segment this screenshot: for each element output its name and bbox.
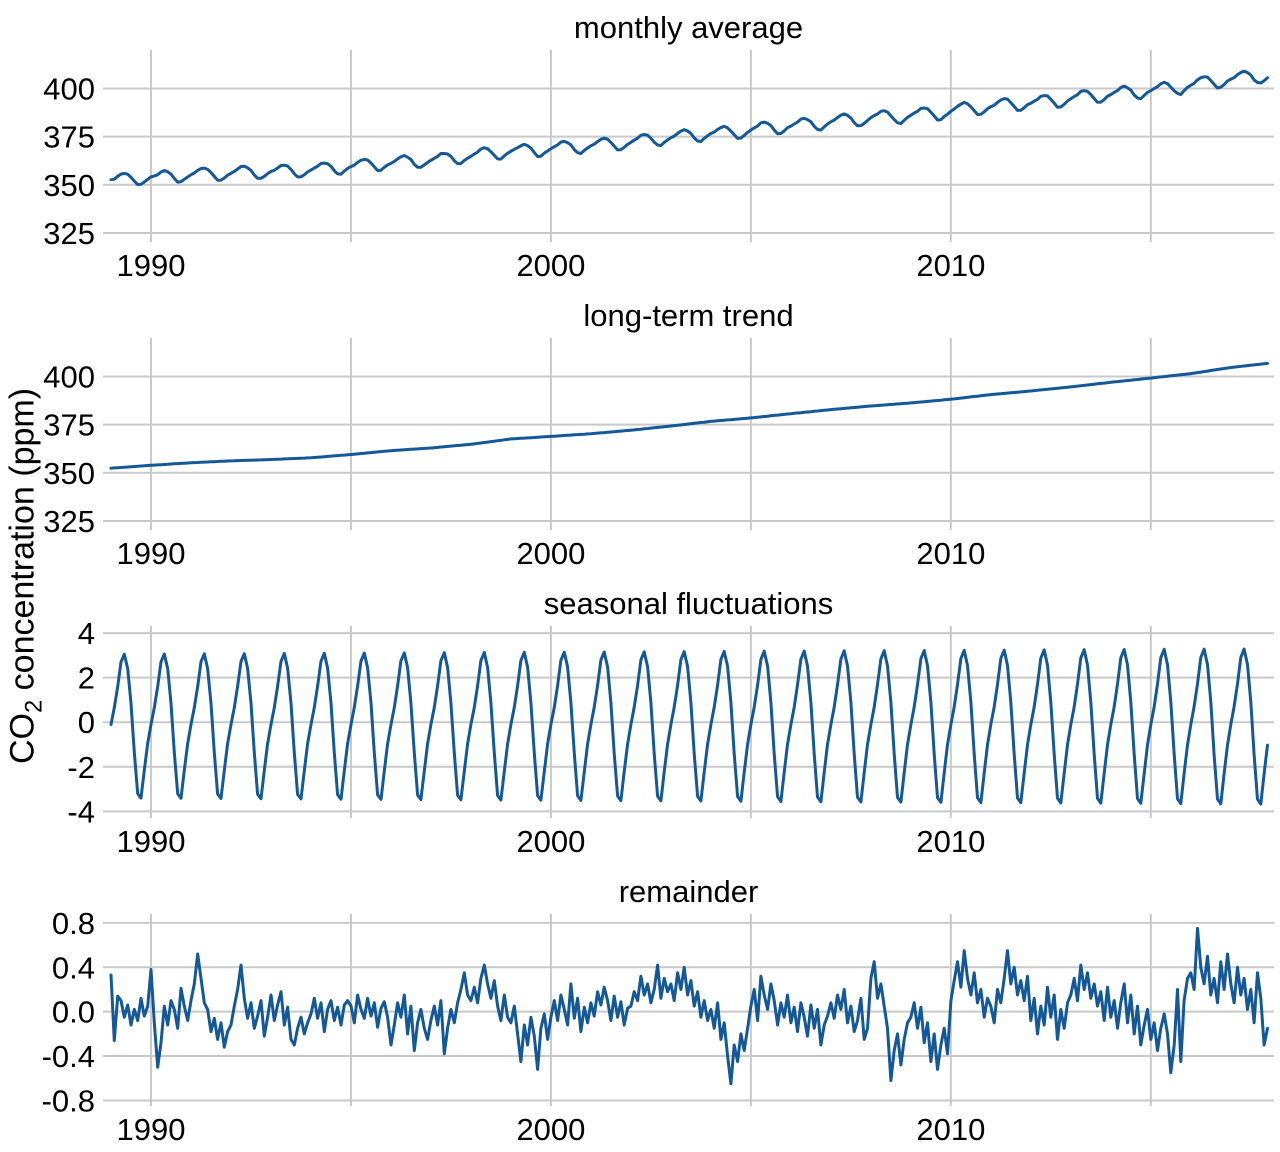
data-line-remainder — [109, 926, 1269, 1086]
x-tick-label: 1990 — [117, 824, 186, 859]
y-tick-label: -0.4 — [42, 1039, 95, 1074]
x-tick-label: 2000 — [516, 536, 585, 571]
x-tick-label: 2010 — [916, 248, 985, 283]
panel-title-seasonal: seasonal fluctuations — [543, 586, 834, 621]
y-tick-label: 375 — [43, 408, 95, 443]
x-tick-label: 2010 — [916, 536, 985, 571]
panel-monthly-average: 325 350 375 400 1990 2000 2010 monthly average — [0, 0, 1280, 288]
panel-plot-seasonal: -4 -2 0 2 4 1990 2000 2010 — [67, 616, 1274, 859]
y-tick-label: 4 — [78, 616, 95, 651]
panel-long-term-trend: 325 350 375 400 1990 2000 2010 long-term trend — [0, 288, 1280, 576]
y-tick-label: 0.0 — [52, 995, 95, 1030]
panel-title-remainder: remainder — [618, 874, 759, 909]
y-tick-label: -0.8 — [42, 1083, 95, 1118]
data-line-monthly — [109, 69, 1269, 187]
x-tick-label: 2000 — [516, 248, 585, 283]
x-tick-label: 2000 — [516, 1112, 585, 1147]
x-tick-label: 1990 — [117, 1112, 186, 1147]
panel-seasonal-fluctuations: -4 -2 0 2 4 1990 2000 2010 seasonal fluctuation… — [0, 576, 1280, 864]
y-tick-label: -4 — [67, 794, 95, 829]
y-tick-label: 375 — [43, 120, 95, 155]
y-tick-label: 0.4 — [52, 950, 95, 985]
y-tick-label: 350 — [43, 168, 95, 203]
x-tick-label: 1990 — [117, 248, 186, 283]
y-tick-label: 325 — [43, 504, 95, 539]
x-tick-label: 2010 — [916, 1112, 985, 1147]
y-tick-label: 2 — [78, 661, 95, 696]
panel-plot-remainder: -0.8 -0.4 0.0 0.4 0.8 1990 2000 2010 — [42, 906, 1274, 1147]
data-line-trend — [109, 361, 1269, 470]
x-tick-label: 2010 — [916, 824, 985, 859]
y-tick-label: -2 — [67, 750, 95, 785]
y-tick-label: 0 — [78, 705, 95, 740]
x-tick-label: 2000 — [516, 824, 585, 859]
y-tick-label: 0.8 — [52, 906, 95, 941]
data-line-seasonal — [109, 647, 1269, 806]
y-tick-label: 400 — [43, 360, 95, 395]
panel-plot-trend: 325 350 375 400 1990 2000 2010 — [43, 338, 1274, 571]
panel-plot-monthly: 325 350 375 400 1990 2000 2010 — [43, 50, 1274, 283]
y-tick-label: 400 — [43, 72, 95, 107]
y-tick-label: 325 — [43, 216, 95, 251]
x-tick-label: 1990 — [117, 536, 186, 571]
y-tick-label: 350 — [43, 456, 95, 491]
panel-remainder: -0.8 -0.4 0.0 0.4 0.8 1990 2000 2010 remainder — [0, 864, 1280, 1152]
panel-title-trend: long-term trend — [583, 298, 794, 333]
panel-title-monthly: monthly average — [573, 10, 804, 45]
